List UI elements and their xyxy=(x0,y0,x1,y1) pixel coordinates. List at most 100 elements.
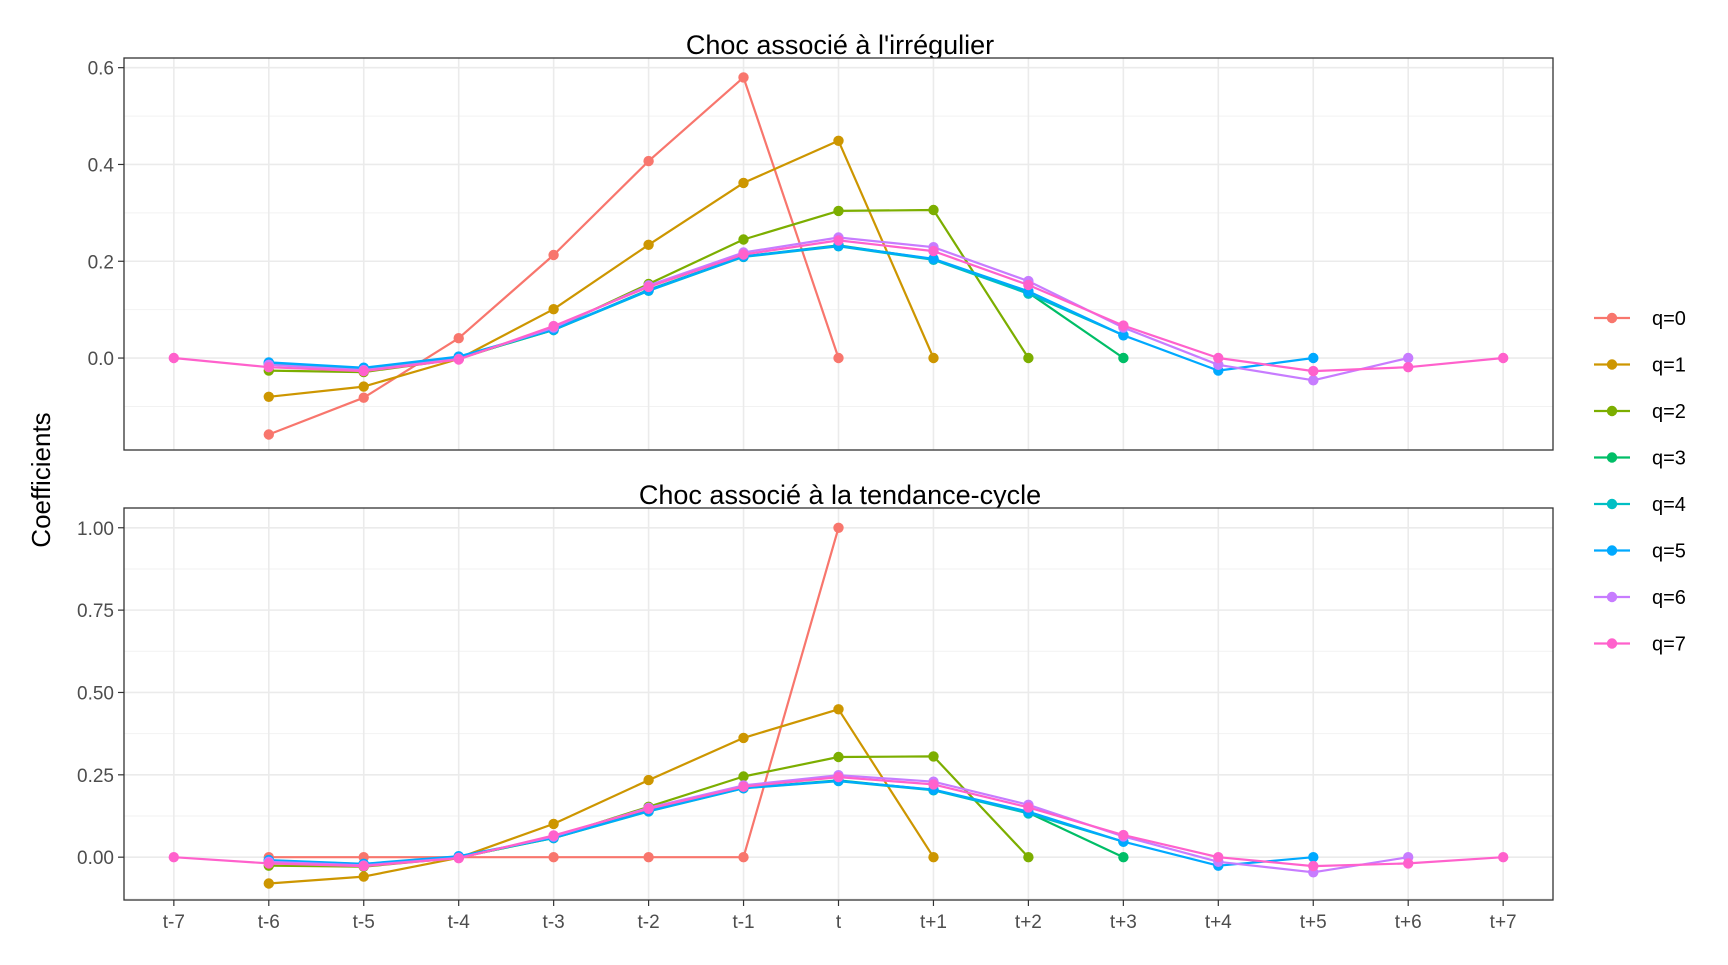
legend-item-q-0: q=0 xyxy=(1594,308,1686,330)
data-point-q-2-t-1 xyxy=(738,234,749,245)
legend-item-q-7: q=7 xyxy=(1594,634,1686,656)
legend-label: q=0 xyxy=(1652,308,1686,330)
x-tick-label: t+7 xyxy=(1490,912,1517,933)
data-point-q-0-t xyxy=(833,522,844,533)
data-point-q-7-t-7 xyxy=(1498,352,1509,364)
data-point-q-7-t-4 xyxy=(453,354,464,365)
series-line-q-5 xyxy=(268,244,1314,372)
data-point-q-7-t-2 xyxy=(643,803,654,814)
data-point-q-7-t-5 xyxy=(358,860,369,872)
legend-label: q=6 xyxy=(1652,587,1686,609)
data-point-q-7-t-1 xyxy=(738,781,749,792)
data-point-q-7-t-4 xyxy=(1213,852,1224,863)
y-tick-label: 0.4 xyxy=(88,155,115,176)
legend-label: q=3 xyxy=(1652,448,1686,470)
y-tick-label: 0.2 xyxy=(88,252,114,273)
y-tick-label: 0.0 xyxy=(88,349,114,370)
data-point-q-1-t-1 xyxy=(738,732,749,744)
x-tick-label: t-3 xyxy=(543,912,565,933)
y-tick-label: 0.25 xyxy=(77,766,114,787)
y-tick-label: 0.00 xyxy=(77,848,114,869)
legend-item-q-4: q=4 xyxy=(1594,494,1686,516)
data-point-q-7-t-6 xyxy=(263,362,274,373)
data-point-q-7-t xyxy=(833,235,844,246)
series-q-7 xyxy=(168,771,1509,872)
data-point-q-5-t-5 xyxy=(1308,852,1319,863)
x-tick-label: t+1 xyxy=(920,912,947,933)
series-line-q-1 xyxy=(268,139,935,398)
data-point-q-1-t xyxy=(833,704,844,715)
series-q-1 xyxy=(263,704,939,889)
y-tick-label: 0.6 xyxy=(88,59,114,80)
data-point-q-7-t-5 xyxy=(1308,365,1319,377)
data-point-q-7-t-1 xyxy=(928,779,939,790)
data-point-q-7-t-6 xyxy=(1403,362,1414,373)
x-tick-label: t-1 xyxy=(732,912,754,933)
data-point-q-7-t-2 xyxy=(1023,279,1034,291)
data-point-q-1-t-3 xyxy=(548,818,559,830)
panel-border xyxy=(123,57,1554,451)
data-point-q-7-t-3 xyxy=(548,320,559,332)
data-point-q-7-t-1 xyxy=(738,249,749,260)
legend-label: q=5 xyxy=(1652,541,1686,563)
data-point-q-0-t-1 xyxy=(738,72,749,83)
legend-label: q=4 xyxy=(1652,494,1686,516)
x-tick-label: t+4 xyxy=(1205,912,1232,933)
data-point-q-7-t-7 xyxy=(168,352,179,364)
legend-item-q-3: q=3 xyxy=(1594,448,1686,470)
legend-key-point xyxy=(1606,545,1618,556)
panel-irregulier: Choc associé à l'irrégulier 0.0 0.2 0.4 0.6 xyxy=(88,30,1554,451)
legend-key-point xyxy=(1606,638,1618,649)
data-point-q-0-t-5 xyxy=(358,392,369,403)
x-tick-label: t-2 xyxy=(638,912,660,933)
data-point-q-7-t-3 xyxy=(548,830,559,841)
data-point-q-0-t-3 xyxy=(548,852,559,863)
series-q-7 xyxy=(168,235,1509,377)
data-point-q-1-t-1 xyxy=(738,177,749,189)
data-point-q-0-t-3 xyxy=(548,249,559,261)
legend-item-q-1: q=1 xyxy=(1594,355,1686,377)
x-tick-label: t+3 xyxy=(1110,912,1137,933)
data-point-q-0-t xyxy=(833,352,844,364)
legend-key-point xyxy=(1606,405,1618,417)
data-point-q-1-t-3 xyxy=(548,304,559,315)
data-point-q-5-t-3 xyxy=(1118,330,1129,341)
data-point-q-1-t xyxy=(833,135,844,146)
legend-key-point xyxy=(1606,359,1618,370)
data-point-q-0-t-1 xyxy=(738,852,749,863)
data-point-q-1-t-2 xyxy=(643,774,654,786)
x-tick-label: t-6 xyxy=(258,912,280,933)
series-q-0 xyxy=(263,72,844,440)
data-point-q-2-t-2 xyxy=(1023,352,1034,364)
data-point-q-3-t-3 xyxy=(1118,852,1129,863)
data-point-q-6-t-6 xyxy=(1403,352,1414,364)
data-point-q-1-t-1 xyxy=(928,852,939,863)
data-point-q-0-t-2 xyxy=(643,852,654,863)
legend-key-point xyxy=(1606,591,1618,603)
legend-key-point xyxy=(1606,498,1618,510)
data-point-q-7-t-6 xyxy=(1403,858,1414,869)
legend-item-q-6: q=6 xyxy=(1594,587,1686,609)
x-tick-label: t+2 xyxy=(1015,912,1042,933)
x-tick-label: t+6 xyxy=(1395,912,1422,933)
data-point-q-7-t xyxy=(833,771,844,783)
x-tick-label: t xyxy=(836,912,842,933)
data-point-q-1-t-6 xyxy=(263,391,274,402)
y-tick-label: 0.50 xyxy=(77,683,114,704)
data-point-q-7-t-7 xyxy=(1498,852,1509,863)
data-point-q-5-t-1 xyxy=(928,253,939,264)
data-point-q-0-t-4 xyxy=(453,333,464,344)
series-q-1 xyxy=(263,135,939,402)
data-point-q-6-t-5 xyxy=(1308,375,1319,386)
data-point-q-1-t-6 xyxy=(263,878,274,889)
legend-key-point xyxy=(1606,312,1618,324)
data-point-q-2-t-2 xyxy=(1023,852,1034,863)
data-point-q-1-t-5 xyxy=(358,871,369,882)
data-point-q-7-t-2 xyxy=(1023,802,1034,813)
data-point-q-2-t-1 xyxy=(928,751,939,762)
panel-title-tendance-cycle: Choc associé à la tendance-cycle xyxy=(639,480,1041,510)
data-point-q-7-t-1 xyxy=(928,245,939,257)
data-point-q-7-t-4 xyxy=(1213,352,1224,364)
